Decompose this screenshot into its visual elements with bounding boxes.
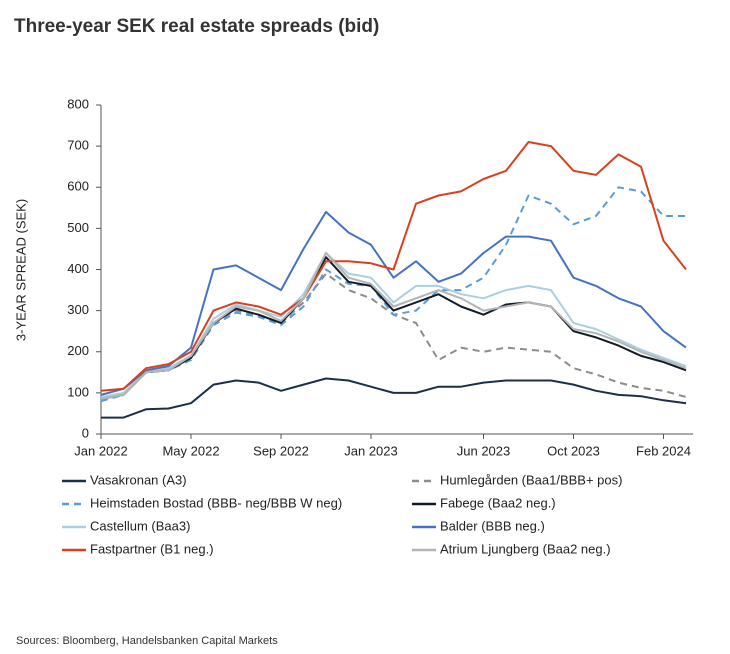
legend-label: Fastpartner (B1 neg.) — [90, 541, 214, 556]
legend-label: Humlegården (Baa1/BBB+ pos) — [440, 472, 622, 487]
series-line — [100, 210, 687, 396]
x-tick-label: Sep 2022 — [253, 443, 309, 458]
y-tick-label: 600 — [67, 179, 89, 194]
legend-label: Atrium Ljungberg (Baa2 neg.) — [440, 541, 611, 556]
y-tick-label: 300 — [67, 302, 89, 317]
legend-label: Fabege (Baa2 neg.) — [440, 495, 556, 510]
legend-label: Heimstaden Bostad (BBB- neg/BBB W neg) — [90, 495, 342, 510]
legend-label: Castellum (Baa3) — [90, 518, 190, 533]
x-tick-label: May 2022 — [162, 443, 219, 458]
chart-title: Three-year SEK real estate spreads (bid) — [14, 16, 379, 37]
legend-label: Vasakronan (A3) — [90, 472, 187, 487]
x-tick-label: Jan 2023 — [344, 443, 398, 458]
y-tick-label: 800 — [67, 96, 89, 111]
source-note: Sources: Bloomberg, Handelsbanken Capita… — [16, 635, 278, 647]
x-tick-label: Oct 2023 — [547, 443, 600, 458]
series-line — [101, 377, 687, 419]
series-line — [100, 252, 687, 400]
y-tick-label: 200 — [67, 343, 89, 358]
series-line — [100, 186, 686, 403]
y-tick-label: 500 — [67, 220, 89, 235]
x-tick-label: Jan 2022 — [74, 443, 128, 458]
y-tick-label: 0 — [82, 425, 89, 440]
y-axis-label: 3-YEAR SPREAD (SEK) — [13, 199, 28, 341]
x-tick-label: Feb 2024 — [636, 443, 691, 458]
series-line — [100, 141, 687, 392]
y-tick-label: 400 — [67, 261, 89, 276]
y-tick-label: 700 — [67, 138, 89, 153]
y-tick-label: 100 — [67, 384, 89, 399]
x-tick-label: Jun 2023 — [457, 443, 511, 458]
legend-label: Balder (BBB neg.) — [440, 518, 545, 533]
